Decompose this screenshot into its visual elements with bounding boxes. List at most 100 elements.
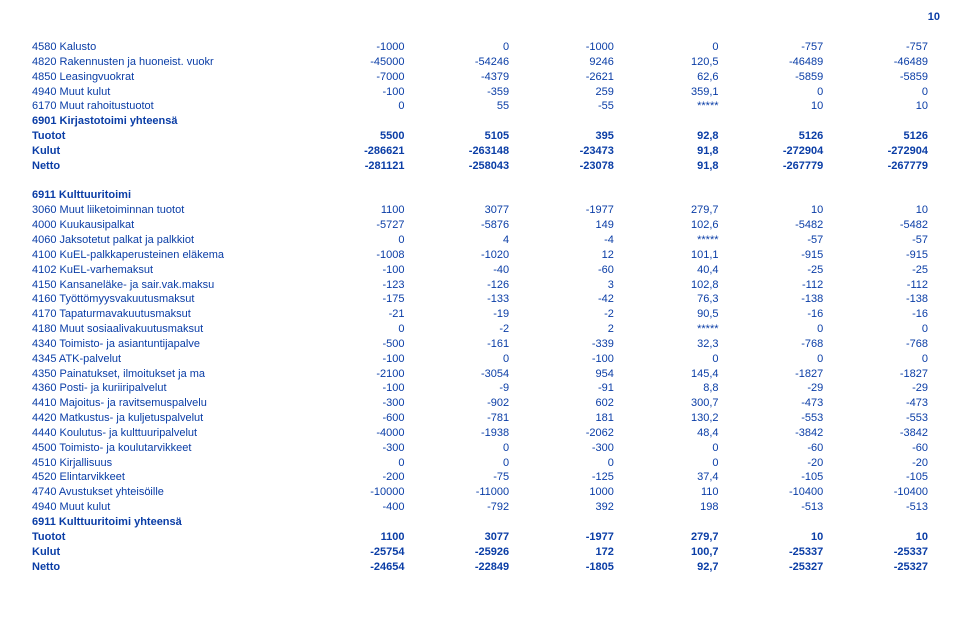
cell: 76,3 bbox=[616, 292, 721, 307]
cell: -23473 bbox=[511, 144, 616, 159]
cell bbox=[721, 188, 826, 203]
cell: -4 bbox=[511, 233, 616, 248]
cell: -60 bbox=[825, 441, 930, 456]
cell: -1000 bbox=[302, 40, 407, 55]
cell: -600 bbox=[302, 411, 407, 426]
cell bbox=[616, 114, 721, 129]
cell: 5105 bbox=[406, 129, 511, 144]
row-label: 4520 Elintarvikkeet bbox=[30, 470, 302, 485]
cell: -2062 bbox=[511, 426, 616, 441]
cell: 9246 bbox=[511, 55, 616, 70]
cell: 40,4 bbox=[616, 263, 721, 278]
cell: -3842 bbox=[825, 426, 930, 441]
cell: -25 bbox=[825, 263, 930, 278]
cell: -359 bbox=[406, 85, 511, 100]
row-label: 4440 Koulutus- ja kulttuuripalvelut bbox=[30, 426, 302, 441]
cell: -11000 bbox=[406, 485, 511, 500]
cell: 359,1 bbox=[616, 85, 721, 100]
cell: 10 bbox=[825, 530, 930, 545]
cell: -473 bbox=[721, 396, 826, 411]
table-row: 4345 ATK-palvelut-1000-100000 bbox=[30, 352, 930, 367]
cell: -5727 bbox=[302, 218, 407, 233]
row-label: 4940 Muut kulut bbox=[30, 85, 302, 100]
cell: -126 bbox=[406, 278, 511, 293]
cell: 48,4 bbox=[616, 426, 721, 441]
table-row: 4420 Matkustus- ja kuljetuspalvelut-600-… bbox=[30, 411, 930, 426]
cell: 10 bbox=[721, 203, 826, 218]
cell: -133 bbox=[406, 292, 511, 307]
cell bbox=[406, 114, 511, 129]
table-row: 4170 Tapaturmavakuutusmaksut-21-19-290,5… bbox=[30, 307, 930, 322]
cell: 10 bbox=[825, 99, 930, 114]
cell: -57 bbox=[825, 233, 930, 248]
cell: -105 bbox=[825, 470, 930, 485]
cell: 10 bbox=[825, 203, 930, 218]
cell: -2100 bbox=[302, 367, 407, 382]
row-label: Netto bbox=[30, 560, 302, 575]
row-label: 4350 Painatukset, ilmoitukset ja ma bbox=[30, 367, 302, 382]
cell: 149 bbox=[511, 218, 616, 233]
table-row: 4100 KuEL-palkkaperusteinen eläkema-1008… bbox=[30, 248, 930, 263]
cell: -300 bbox=[302, 396, 407, 411]
cell: -2621 bbox=[511, 70, 616, 85]
cell: 3077 bbox=[406, 530, 511, 545]
cell: 954 bbox=[511, 367, 616, 382]
cell: -125 bbox=[511, 470, 616, 485]
cell: 100,7 bbox=[616, 545, 721, 560]
cell: -100 bbox=[511, 352, 616, 367]
cell: -138 bbox=[721, 292, 826, 307]
cell: -915 bbox=[825, 248, 930, 263]
cell: 279,7 bbox=[616, 203, 721, 218]
cell: -175 bbox=[302, 292, 407, 307]
cell: ***** bbox=[616, 322, 721, 337]
cell: ***** bbox=[616, 233, 721, 248]
row-label: 4100 KuEL-palkkaperusteinen eläkema bbox=[30, 248, 302, 263]
row-label: 4000 Kuukausipalkat bbox=[30, 218, 302, 233]
cell: -757 bbox=[825, 40, 930, 55]
table-row: 4740 Avustukset yhteisöille-10000-110001… bbox=[30, 485, 930, 500]
cell: -513 bbox=[721, 500, 826, 515]
cell: -25327 bbox=[721, 560, 826, 575]
table-row: 4850 Leasingvuokrat-7000-4379-262162,6-5… bbox=[30, 70, 930, 85]
cell: -105 bbox=[721, 470, 826, 485]
cell: -272904 bbox=[721, 144, 826, 159]
cell: -553 bbox=[721, 411, 826, 426]
row-label: Kulut bbox=[30, 545, 302, 560]
cell: -3842 bbox=[721, 426, 826, 441]
cell: -25337 bbox=[721, 545, 826, 560]
table-row: 4180 Muut sosiaalivakuutusmaksut0-22****… bbox=[30, 322, 930, 337]
row-label: 6170 Muut rahoitustuotot bbox=[30, 99, 302, 114]
page-number: 10 bbox=[928, 10, 940, 25]
table-row: 4940 Muut kulut-400-792392198-513-513 bbox=[30, 500, 930, 515]
cell: -19 bbox=[406, 307, 511, 322]
cell: 300,7 bbox=[616, 396, 721, 411]
row-label: 6911 Kulttuuritoimi yhteensä bbox=[30, 515, 302, 530]
cell: 259 bbox=[511, 85, 616, 100]
cell: -100 bbox=[302, 352, 407, 367]
cell: 198 bbox=[616, 500, 721, 515]
cell: -25926 bbox=[406, 545, 511, 560]
cell: -300 bbox=[302, 441, 407, 456]
cell: 92,7 bbox=[616, 560, 721, 575]
row-label: 4170 Tapaturmavakuutusmaksut bbox=[30, 307, 302, 322]
cell: -112 bbox=[721, 278, 826, 293]
table-row: 4160 Työttömyysvakuutusmaksut-175-133-42… bbox=[30, 292, 930, 307]
cell: 0 bbox=[302, 233, 407, 248]
cell: -272904 bbox=[825, 144, 930, 159]
cell bbox=[302, 515, 407, 530]
table-row: 4510 Kirjallisuus0000-20-20 bbox=[30, 456, 930, 471]
cell: -91 bbox=[511, 381, 616, 396]
cell: -4379 bbox=[406, 70, 511, 85]
cell: -1938 bbox=[406, 426, 511, 441]
cell: -60 bbox=[721, 441, 826, 456]
cell: -10000 bbox=[302, 485, 407, 500]
cell: -45000 bbox=[302, 55, 407, 70]
cell: -915 bbox=[721, 248, 826, 263]
row-label: Kulut bbox=[30, 144, 302, 159]
cell bbox=[511, 188, 616, 203]
cell: -5482 bbox=[825, 218, 930, 233]
cell: 110 bbox=[616, 485, 721, 500]
cell: 279,7 bbox=[616, 530, 721, 545]
cell bbox=[511, 114, 616, 129]
cell: -7000 bbox=[302, 70, 407, 85]
